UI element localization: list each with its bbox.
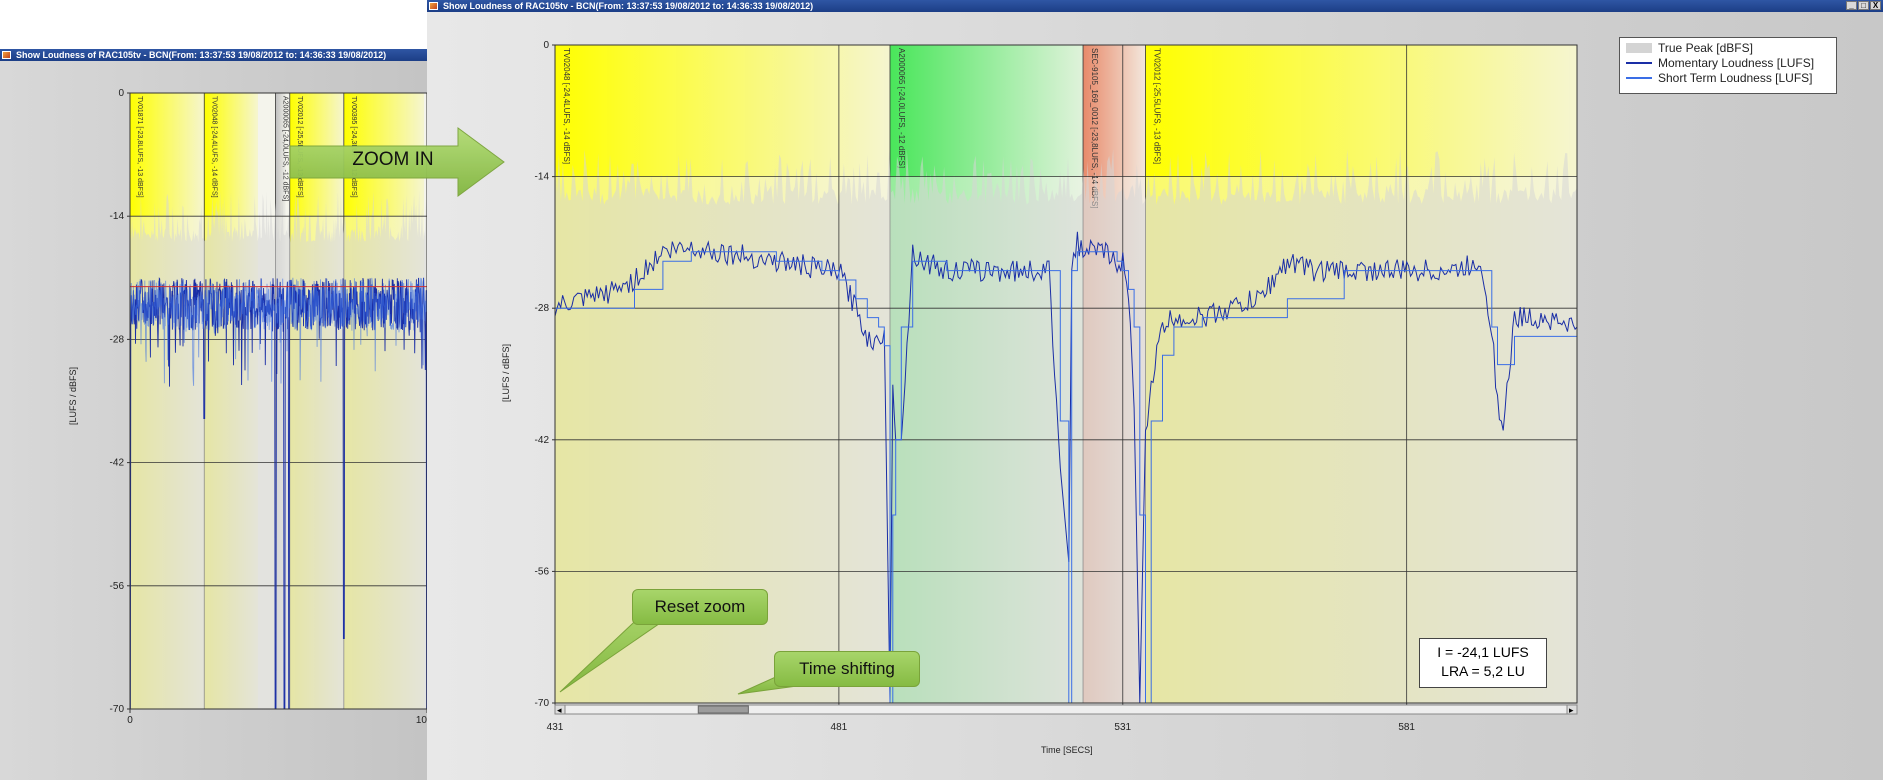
close-button[interactable]: X bbox=[1870, 1, 1881, 10]
segment-band bbox=[555, 45, 890, 177]
window-controls: _ □ X bbox=[1846, 1, 1881, 10]
series-line bbox=[554, 231, 1578, 704]
segment-band bbox=[1083, 45, 1146, 177]
x-tick-label: 0 bbox=[127, 715, 133, 726]
y-tick-label: -42 bbox=[535, 435, 550, 446]
segment-label: A2000065 [-24,0LUFS, -12 dBFS] bbox=[897, 48, 906, 168]
overview-titlebar[interactable]: Show Loudness of RAC105tv - BCN(From: 13… bbox=[0, 49, 427, 61]
scroll-right-button bbox=[1566, 704, 1578, 715]
legend-item-true-peak: True Peak [dBFS] bbox=[1626, 40, 1830, 55]
x-tick-label: 481 bbox=[831, 722, 848, 733]
y-tick-label: -70 bbox=[110, 704, 125, 715]
scroll-left-button bbox=[554, 704, 566, 715]
zoomed-window-title: Show Loudness of RAC105tv - BCN(From: 13… bbox=[443, 1, 814, 11]
plot-frame bbox=[129, 92, 427, 710]
legend-label: Momentary Loudness [LUFS] bbox=[1658, 55, 1815, 70]
minimize-button[interactable]: _ bbox=[1846, 1, 1857, 10]
series-line bbox=[129, 277, 427, 386]
x-tick-label: 1000 bbox=[416, 715, 427, 726]
y-tick-label: 0 bbox=[118, 88, 124, 99]
time-shifting-callout: Time shifting bbox=[774, 651, 920, 687]
legend-item-short-term: Short Term Loudness [LUFS] bbox=[1626, 70, 1830, 85]
plot-frame bbox=[554, 44, 1578, 704]
scroll-left-arrow: ◂ bbox=[557, 705, 562, 715]
segment-band bbox=[1145, 45, 1577, 177]
true-peak-area bbox=[130, 191, 427, 709]
overview-chart[interactable]: TV01871 [-23,8LUFS, -13 dBFS] TV02048 [-2… bbox=[0, 49, 427, 780]
true-peak-area bbox=[555, 148, 1577, 703]
segment-label: TV02012 [-25,5LUFS, -13 dBFS] bbox=[296, 96, 303, 198]
scroll-right-arrow: ▸ bbox=[1569, 705, 1574, 715]
segment-band bbox=[275, 93, 286, 217]
legend-item-momentary: Momentary Loudness [LUFS] bbox=[1626, 55, 1830, 70]
legend-swatch-momentary bbox=[1626, 61, 1652, 64]
loudness-range-value: LRA = 5,2 LU bbox=[1441, 663, 1525, 679]
zoomed-titlebar[interactable]: Show Loudness of RAC105tv - BCN(From: 13… bbox=[427, 0, 1883, 12]
zoomed-window: Show Loudness of RAC105tv - BCN(From: 13… bbox=[427, 0, 1883, 780]
legend-label: True Peak [dBFS] bbox=[1658, 40, 1753, 55]
overview-window-title: Show Loudness of RAC105tv - BCN(From: 13… bbox=[16, 50, 387, 60]
y-tick-label: -56 bbox=[110, 581, 125, 592]
app-icon bbox=[429, 2, 438, 10]
y-tick-label: -14 bbox=[110, 211, 125, 222]
app-icon bbox=[2, 51, 11, 59]
x-tick-label: 581 bbox=[1398, 722, 1415, 733]
segment-label: A2000065 [-24,0LUFS, -12 dBFS] bbox=[282, 96, 289, 201]
reset-zoom-callout: Reset zoom bbox=[632, 589, 768, 625]
segment-label: SEC-9105_169_0012 [-23,8LUFS, -14 dBFS] bbox=[1090, 48, 1099, 209]
segment-label: TV00395 [-24,3LUFS, -12 dBFS] bbox=[350, 96, 357, 198]
legend-swatch-true-peak bbox=[1626, 42, 1652, 53]
legend-swatch-short-term bbox=[1626, 76, 1652, 79]
y-tick-label: -14 bbox=[535, 172, 550, 183]
segment-label: TV02048 [-24,4LUFS, -14 dBFS] bbox=[210, 96, 217, 198]
x-tick-label: 531 bbox=[1114, 722, 1131, 733]
zoomed-chart[interactable]: TV02048 [-24,4LUFS, -14 dBFS] A2000065 [-… bbox=[427, 0, 1883, 780]
segment-band bbox=[204, 93, 259, 217]
segment-label: TV02048 [-24,4LUFS, -14 dBFS] bbox=[562, 48, 571, 164]
chart-legend: True Peak [dBFS] Momentary Loudness [LUF… bbox=[1619, 37, 1837, 94]
x-tick-label: 431 bbox=[547, 722, 564, 733]
integrated-loudness-value: I = -24,1 LUFS bbox=[1437, 644, 1529, 660]
zoomed-x-axis-label: Time [SECS] bbox=[1041, 745, 1093, 755]
y-tick-label: -28 bbox=[110, 334, 125, 345]
segment-band bbox=[889, 45, 1084, 177]
scrollbar-thumb bbox=[697, 705, 749, 714]
zoom-in-callout-label: ZOOM IN bbox=[352, 149, 434, 170]
loudness-stats-box: I = -24,1 LUFS LRA = 5,2 LU bbox=[1419, 638, 1547, 688]
y-tick-label: -28 bbox=[535, 303, 550, 314]
y-tick-label: -70 bbox=[535, 698, 550, 709]
legend-label: Short Term Loudness [LUFS] bbox=[1658, 70, 1813, 85]
segment-label: TV01871 [-23,8LUFS, -13 dBFS] bbox=[136, 96, 143, 198]
y-tick-label: -42 bbox=[110, 458, 125, 469]
segment-label: TV02012 [-25,5LUFS, -13 dBFS] bbox=[1152, 48, 1161, 164]
y-tick-label: -56 bbox=[535, 566, 550, 577]
maximize-button[interactable]: □ bbox=[1858, 1, 1869, 10]
y-tick-label: 0 bbox=[543, 40, 549, 51]
